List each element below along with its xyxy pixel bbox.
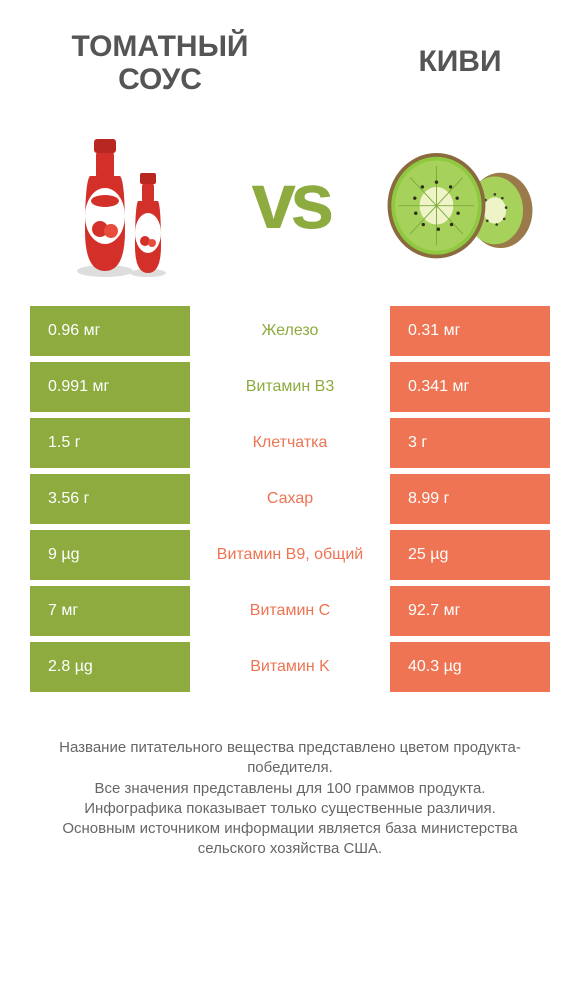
nutrient-label: Витамин B9, общий — [190, 530, 390, 580]
footer-line: Основным источником информации является … — [30, 819, 550, 860]
table-row: 3.56 гСахар8.99 г — [30, 474, 550, 524]
title-right: КИВИ — [390, 30, 530, 96]
value-left: 7 мг — [30, 586, 190, 636]
tomato-sauce-image — [40, 121, 200, 281]
value-right: 8.99 г — [390, 474, 550, 524]
table-row: 1.5 гКлетчатка3 г — [30, 418, 550, 468]
nutrient-label: Клетчатка — [190, 418, 390, 468]
value-left: 0.991 мг — [30, 362, 190, 412]
nutrient-label: Сахар — [190, 474, 390, 524]
value-right: 25 µg — [390, 530, 550, 580]
nutrient-label: Витамин K — [190, 642, 390, 692]
comparison-table: 0.96 мгЖелезо0.31 мг0.991 мгВитамин B30.… — [0, 306, 580, 692]
nutrient-label: Железо — [190, 306, 390, 356]
header: ТОМАТНЫЙ СОУС КИВИ — [0, 0, 580, 106]
footer-line: Название питательного вещества представл… — [30, 738, 550, 779]
value-left: 0.96 мг — [30, 306, 190, 356]
images-row: vs — [0, 106, 580, 306]
table-row: 9 µgВитамин B9, общий25 µg — [30, 530, 550, 580]
value-left: 3.56 г — [30, 474, 190, 524]
vs-label: vs — [252, 155, 329, 247]
value-right: 92.7 мг — [390, 586, 550, 636]
value-right: 3 г — [390, 418, 550, 468]
value-right: 0.31 мг — [390, 306, 550, 356]
table-row: 0.96 мгЖелезо0.31 мг — [30, 306, 550, 356]
nutrient-label: Витамин C — [190, 586, 390, 636]
value-right: 0.341 мг — [390, 362, 550, 412]
value-right: 40.3 µg — [390, 642, 550, 692]
footer-notes: Название питательного вещества представл… — [0, 698, 580, 860]
footer-line: Все значения представлены для 100 граммо… — [30, 779, 550, 799]
table-row: 7 мгВитамин C92.7 мг — [30, 586, 550, 636]
title-left: ТОМАТНЫЙ СОУС — [50, 30, 270, 96]
table-row: 2.8 µgВитамин K40.3 µg — [30, 642, 550, 692]
nutrient-label: Витамин B3 — [190, 362, 390, 412]
value-left: 9 µg — [30, 530, 190, 580]
value-left: 2.8 µg — [30, 642, 190, 692]
value-left: 1.5 г — [30, 418, 190, 468]
kiwi-image — [380, 121, 540, 281]
table-row: 0.991 мгВитамин B30.341 мг — [30, 362, 550, 412]
footer-line: Инфографика показывает только существенн… — [30, 799, 550, 819]
